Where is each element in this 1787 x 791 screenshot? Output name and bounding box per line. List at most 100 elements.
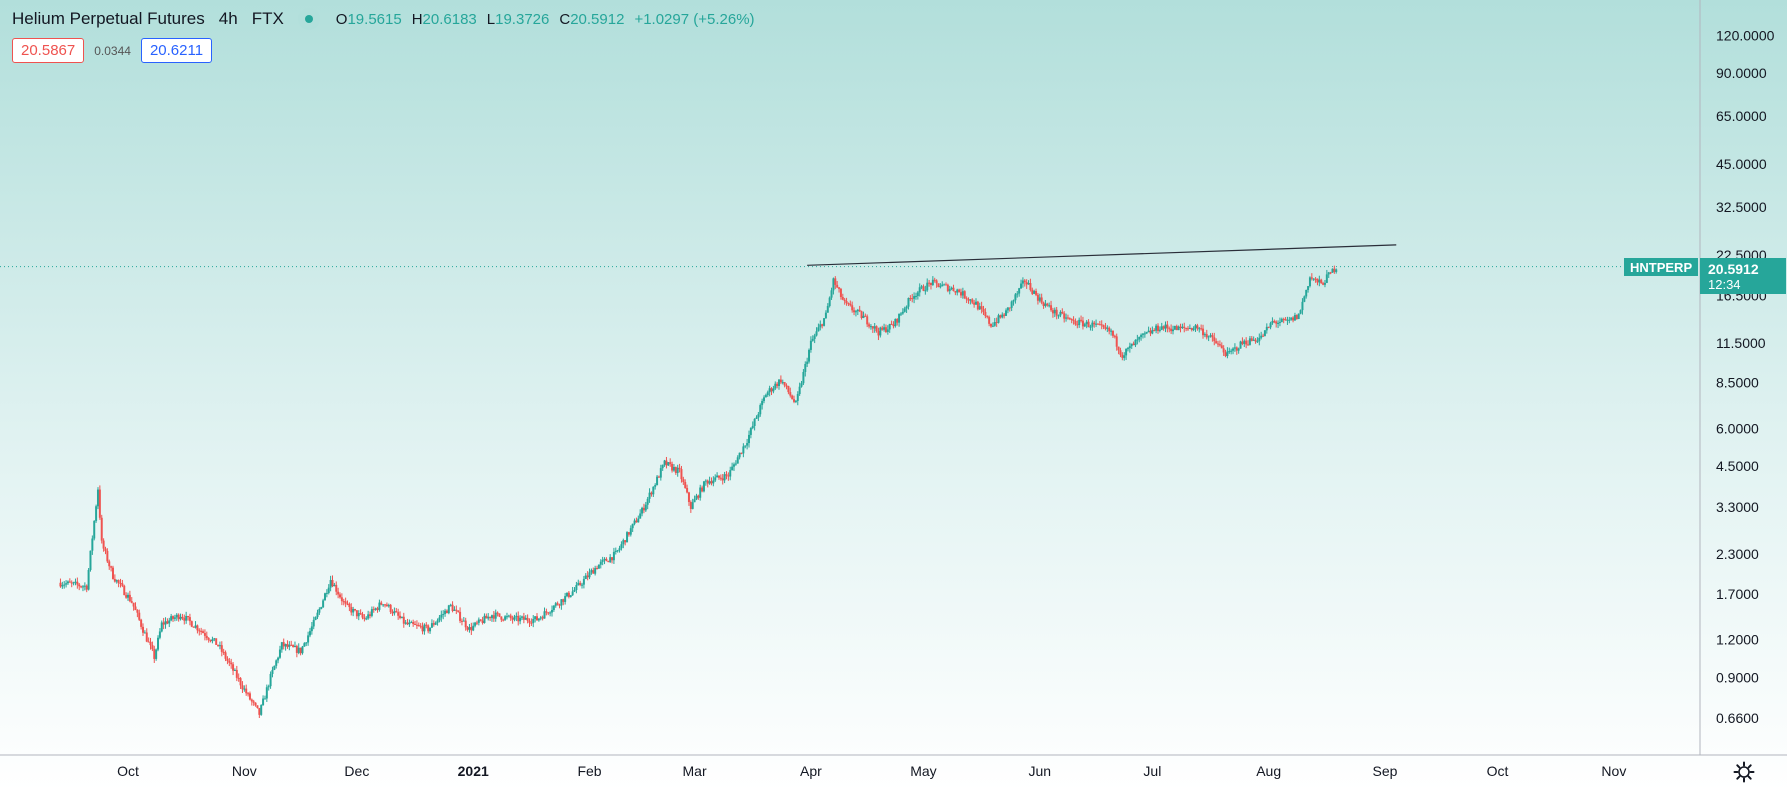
candle-body: [843, 299, 846, 302]
candle-body: [588, 572, 591, 578]
candle-body: [173, 617, 176, 619]
candle-body: [761, 400, 764, 406]
candle-body: [864, 315, 867, 317]
candle-body: [123, 585, 126, 596]
candle-body: [100, 517, 103, 541]
candle-body: [158, 631, 161, 638]
candle-body: [689, 501, 692, 509]
candle-body: [447, 605, 450, 614]
candle-body: [652, 486, 655, 495]
candle-body: [1040, 297, 1043, 303]
candle-body: [860, 311, 863, 318]
candle-body: [644, 504, 647, 511]
candle-body: [1228, 351, 1231, 353]
candle-body: [1218, 344, 1221, 346]
candle-body: [511, 618, 514, 620]
candle-body: [232, 664, 235, 671]
candle-body: [1035, 290, 1038, 295]
candle-body: [196, 625, 199, 631]
price-tick-label: 45.0000: [1716, 156, 1767, 172]
candle-body: [113, 578, 116, 582]
candle-body: [614, 550, 617, 552]
settings-gear-icon[interactable]: [1732, 760, 1756, 784]
candle-body: [1162, 326, 1165, 329]
candle-body: [421, 626, 424, 632]
candle-body: [543, 611, 546, 619]
candle-body: [566, 592, 569, 597]
candle-body: [166, 621, 169, 624]
candle-body: [941, 284, 944, 287]
candle-body: [359, 613, 362, 615]
candle-body: [466, 627, 469, 630]
candle-body: [224, 652, 227, 659]
low-label: L: [486, 10, 496, 28]
candle-body: [581, 584, 584, 586]
symbol-name[interactable]: Helium Perpetual Futures: [12, 9, 205, 28]
candle-body: [815, 331, 818, 336]
buy-price-button[interactable]: 20.6211: [140, 38, 213, 63]
candle-body: [1308, 277, 1311, 287]
market-status-icon[interactable]: [297, 8, 320, 30]
candle-body: [783, 382, 786, 386]
candle-body: [1166, 324, 1169, 329]
candle-body: [237, 677, 240, 679]
candle-body: [1286, 319, 1289, 321]
candle-body: [258, 707, 261, 715]
candle-body: [1074, 320, 1077, 325]
candle-body: [963, 291, 966, 299]
candle-body: [155, 649, 158, 659]
candle-body: [95, 506, 98, 521]
candle-body: [620, 544, 623, 549]
candle-body: [596, 568, 599, 570]
candle-body: [622, 540, 625, 545]
candle-body: [1083, 324, 1086, 327]
candle-body: [245, 688, 248, 694]
sell-price-button[interactable]: 20.5867: [12, 38, 85, 63]
candle-body: [502, 619, 505, 621]
candle-body: [151, 645, 154, 650]
candle-body: [1290, 317, 1293, 320]
change-value: +1.0297 (+5.26%): [634, 10, 755, 28]
candle-body: [78, 584, 81, 587]
candle-body: [691, 502, 694, 509]
candle-body: [391, 612, 394, 614]
candle-body: [1327, 272, 1330, 275]
candle-body: [781, 382, 784, 384]
candle-body: [462, 620, 465, 622]
candle-body: [1089, 326, 1092, 328]
candle-body: [701, 487, 704, 492]
candle-body: [579, 582, 582, 585]
candle-body: [1248, 338, 1251, 345]
candle-body: [130, 601, 133, 603]
candle-body: [642, 507, 645, 511]
candle-body: [1061, 311, 1064, 314]
candle-body: [535, 616, 538, 621]
candle-body: [1258, 337, 1261, 342]
candle-body: [1151, 330, 1154, 334]
candle-body: [1016, 293, 1019, 295]
candle-body: [344, 601, 347, 604]
price-tick-label: 120.0000: [1716, 27, 1775, 43]
candle-body: [515, 615, 518, 617]
candle-body: [1295, 315, 1298, 320]
candle-body: [641, 507, 644, 514]
candle-body: [884, 327, 887, 332]
candle-body: [982, 309, 985, 312]
candle-body: [164, 621, 167, 625]
price-tick-label: 11.5000: [1716, 335, 1766, 351]
candle-body: [1192, 328, 1195, 331]
candle-body: [1138, 336, 1141, 340]
candle-body: [1068, 318, 1071, 320]
candle-body: [798, 386, 801, 395]
candle-body: [734, 463, 737, 465]
candle-body: [1292, 317, 1295, 321]
candle-body: [265, 687, 268, 699]
candle-body: [832, 278, 835, 291]
candle-body: [367, 614, 370, 619]
candle-body: [1063, 313, 1066, 319]
candle-body: [1141, 333, 1144, 335]
candle-body: [975, 301, 978, 305]
timeframe-label[interactable]: 4h: [218, 9, 238, 28]
candle-body: [592, 570, 595, 574]
